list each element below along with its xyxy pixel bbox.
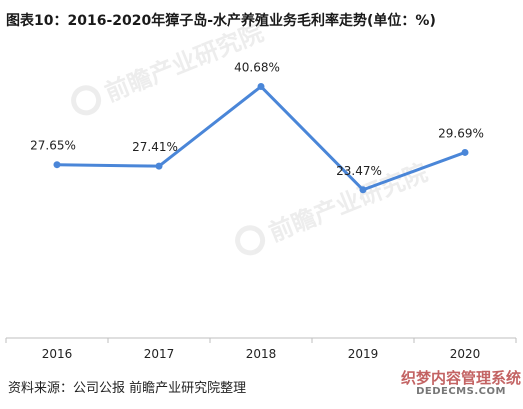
site-watermark-line1: 织梦内容管理系统	[400, 369, 521, 387]
data-label: 23.47%	[336, 164, 382, 178]
site-watermark-line2: DEDECMS.COM	[416, 385, 506, 397]
data-point	[257, 83, 265, 91]
data-labels: 27.65% 27.41% 40.68% 23.47% 29.69%	[30, 61, 484, 178]
x-tick-label: 2016	[42, 347, 73, 361]
x-tick-label: 2020	[450, 347, 481, 361]
source-note: 资料来源：公司公报 前瞻产业研究院整理	[8, 381, 247, 396]
x-tick-label: 2019	[348, 347, 379, 361]
data-point	[155, 162, 163, 170]
series-line	[56, 85, 466, 192]
x-axis-ticks	[5, 338, 517, 343]
data-point	[53, 161, 61, 169]
x-tick-label: 2017	[144, 347, 175, 361]
data-label: 40.68%	[234, 61, 280, 75]
data-points	[53, 83, 469, 194]
x-tick-label: 2018	[246, 347, 277, 361]
data-point	[461, 148, 469, 156]
data-point	[359, 186, 367, 194]
data-label: 27.41%	[132, 140, 178, 154]
data-label: 27.65%	[30, 139, 76, 153]
x-axis-labels: 2016 2017 2018 2019 2020	[42, 347, 481, 361]
data-label: 29.69%	[438, 126, 484, 140]
site-watermark: 织梦内容管理系统 DEDECMS.COM	[400, 369, 521, 397]
chart-title: 图表10：2016-2020年獐子岛-水产养殖业务毛利率走势(单位：%)	[6, 13, 436, 29]
